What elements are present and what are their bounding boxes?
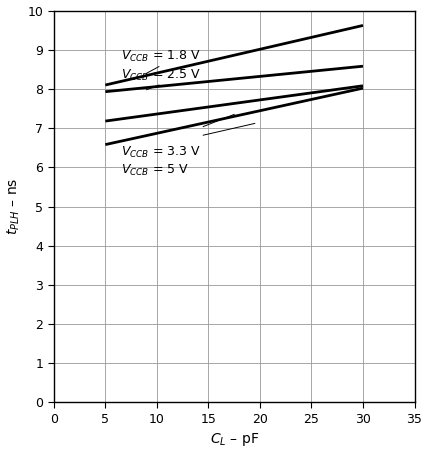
- Text: $V_{CCB}$ = 1.8 V: $V_{CCB}$ = 1.8 V: [121, 49, 200, 64]
- Text: $V_{CCB}$ = 2.5 V: $V_{CCB}$ = 2.5 V: [121, 68, 201, 83]
- Y-axis label: $t_{PLH}$ – ns: $t_{PLH}$ – ns: [6, 178, 22, 235]
- Text: $V_{CCB}$ = 5 V: $V_{CCB}$ = 5 V: [121, 163, 189, 178]
- Text: $V_{CCB}$ = 3.3 V: $V_{CCB}$ = 3.3 V: [121, 145, 201, 160]
- X-axis label: $C_L$ – pF: $C_L$ – pF: [210, 431, 259, 449]
